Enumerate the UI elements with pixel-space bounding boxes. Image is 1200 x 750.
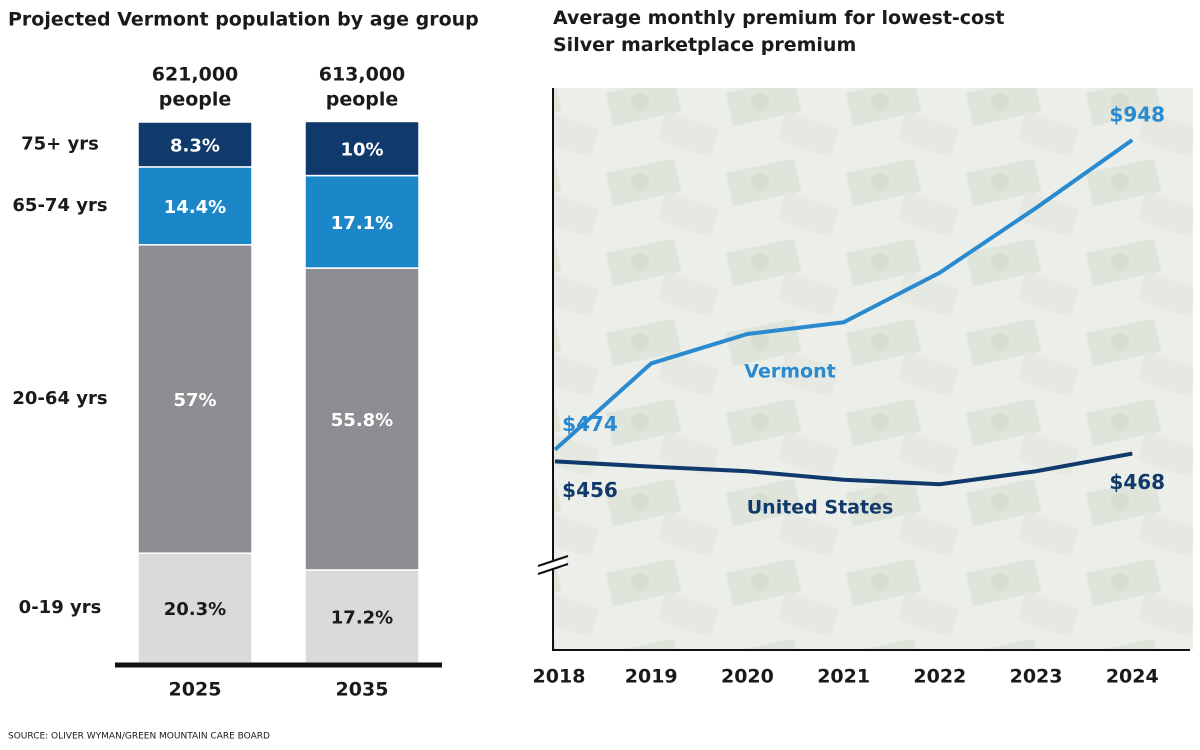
source-note: SOURCE: OLIVER WYMAN/GREEN MOUNTAIN CARE… [8, 732, 270, 742]
series-label: Vermont [744, 361, 835, 383]
value-label: 8.3% [170, 135, 220, 156]
value-label: $474 [562, 412, 618, 436]
premium-chart: Average monthly premium for lowest-cost S… [533, 7, 1190, 688]
total-label: 613,000 [319, 64, 406, 86]
legend-label: 20-64 yrs [12, 388, 107, 409]
total-unit: people [326, 89, 399, 111]
x-tick-label: 2024 [1106, 666, 1159, 688]
x-tick-label: 2021 [817, 666, 870, 688]
line [553, 138, 1134, 452]
bar-segment [137, 121, 253, 168]
bar-segment [304, 120, 420, 177]
x-tick-label: 2023 [1010, 666, 1063, 688]
x-tick-label: 2025 [169, 679, 222, 701]
line [554, 451, 1133, 487]
bar-segment [137, 244, 253, 554]
x-tick-label: 2020 [721, 666, 774, 688]
axis-break-gap [540, 560, 566, 568]
value-label: 17.1% [331, 213, 393, 234]
value-label: 10% [340, 140, 383, 161]
bar-segment [137, 552, 253, 664]
population-chart: 2025 621,000 people 20.3% 0-19 yrs 57% 20-64 y… [12, 64, 442, 701]
x-tick-label: 2018 [533, 666, 586, 688]
series-label: United States [747, 497, 894, 519]
value-label: 57% [173, 390, 216, 411]
axis-break [537, 563, 569, 575]
legend-label: 65-74 yrs [12, 195, 107, 216]
total-label: 621,000 [152, 64, 239, 86]
value-label: 55.8% [331, 410, 393, 431]
value-label: 17.2% [331, 607, 393, 628]
money-background [553, 88, 1193, 650]
value-label: 20.3% [164, 599, 226, 620]
axis-break [537, 555, 569, 567]
total-unit: people [159, 89, 232, 111]
chart-title: Projected Vermont population by age grou… [8, 9, 479, 31]
legend-label: 0-19 yrs [19, 597, 102, 618]
x-tick-label: 2022 [913, 666, 966, 688]
chart-title: Average monthly premium for lowest-cost S… [553, 7, 1005, 56]
x-tick-label: 2035 [336, 679, 389, 701]
value-label: $456 [562, 478, 618, 502]
x-tick-label: 2019 [625, 666, 678, 688]
bar-segment [304, 267, 420, 571]
legend-label: 75+ yrs [21, 133, 99, 154]
value-label: 14.4% [164, 197, 226, 218]
value-label: $468 [1109, 470, 1165, 494]
bar-segment [304, 174, 420, 269]
value-label: $948 [1109, 102, 1165, 126]
